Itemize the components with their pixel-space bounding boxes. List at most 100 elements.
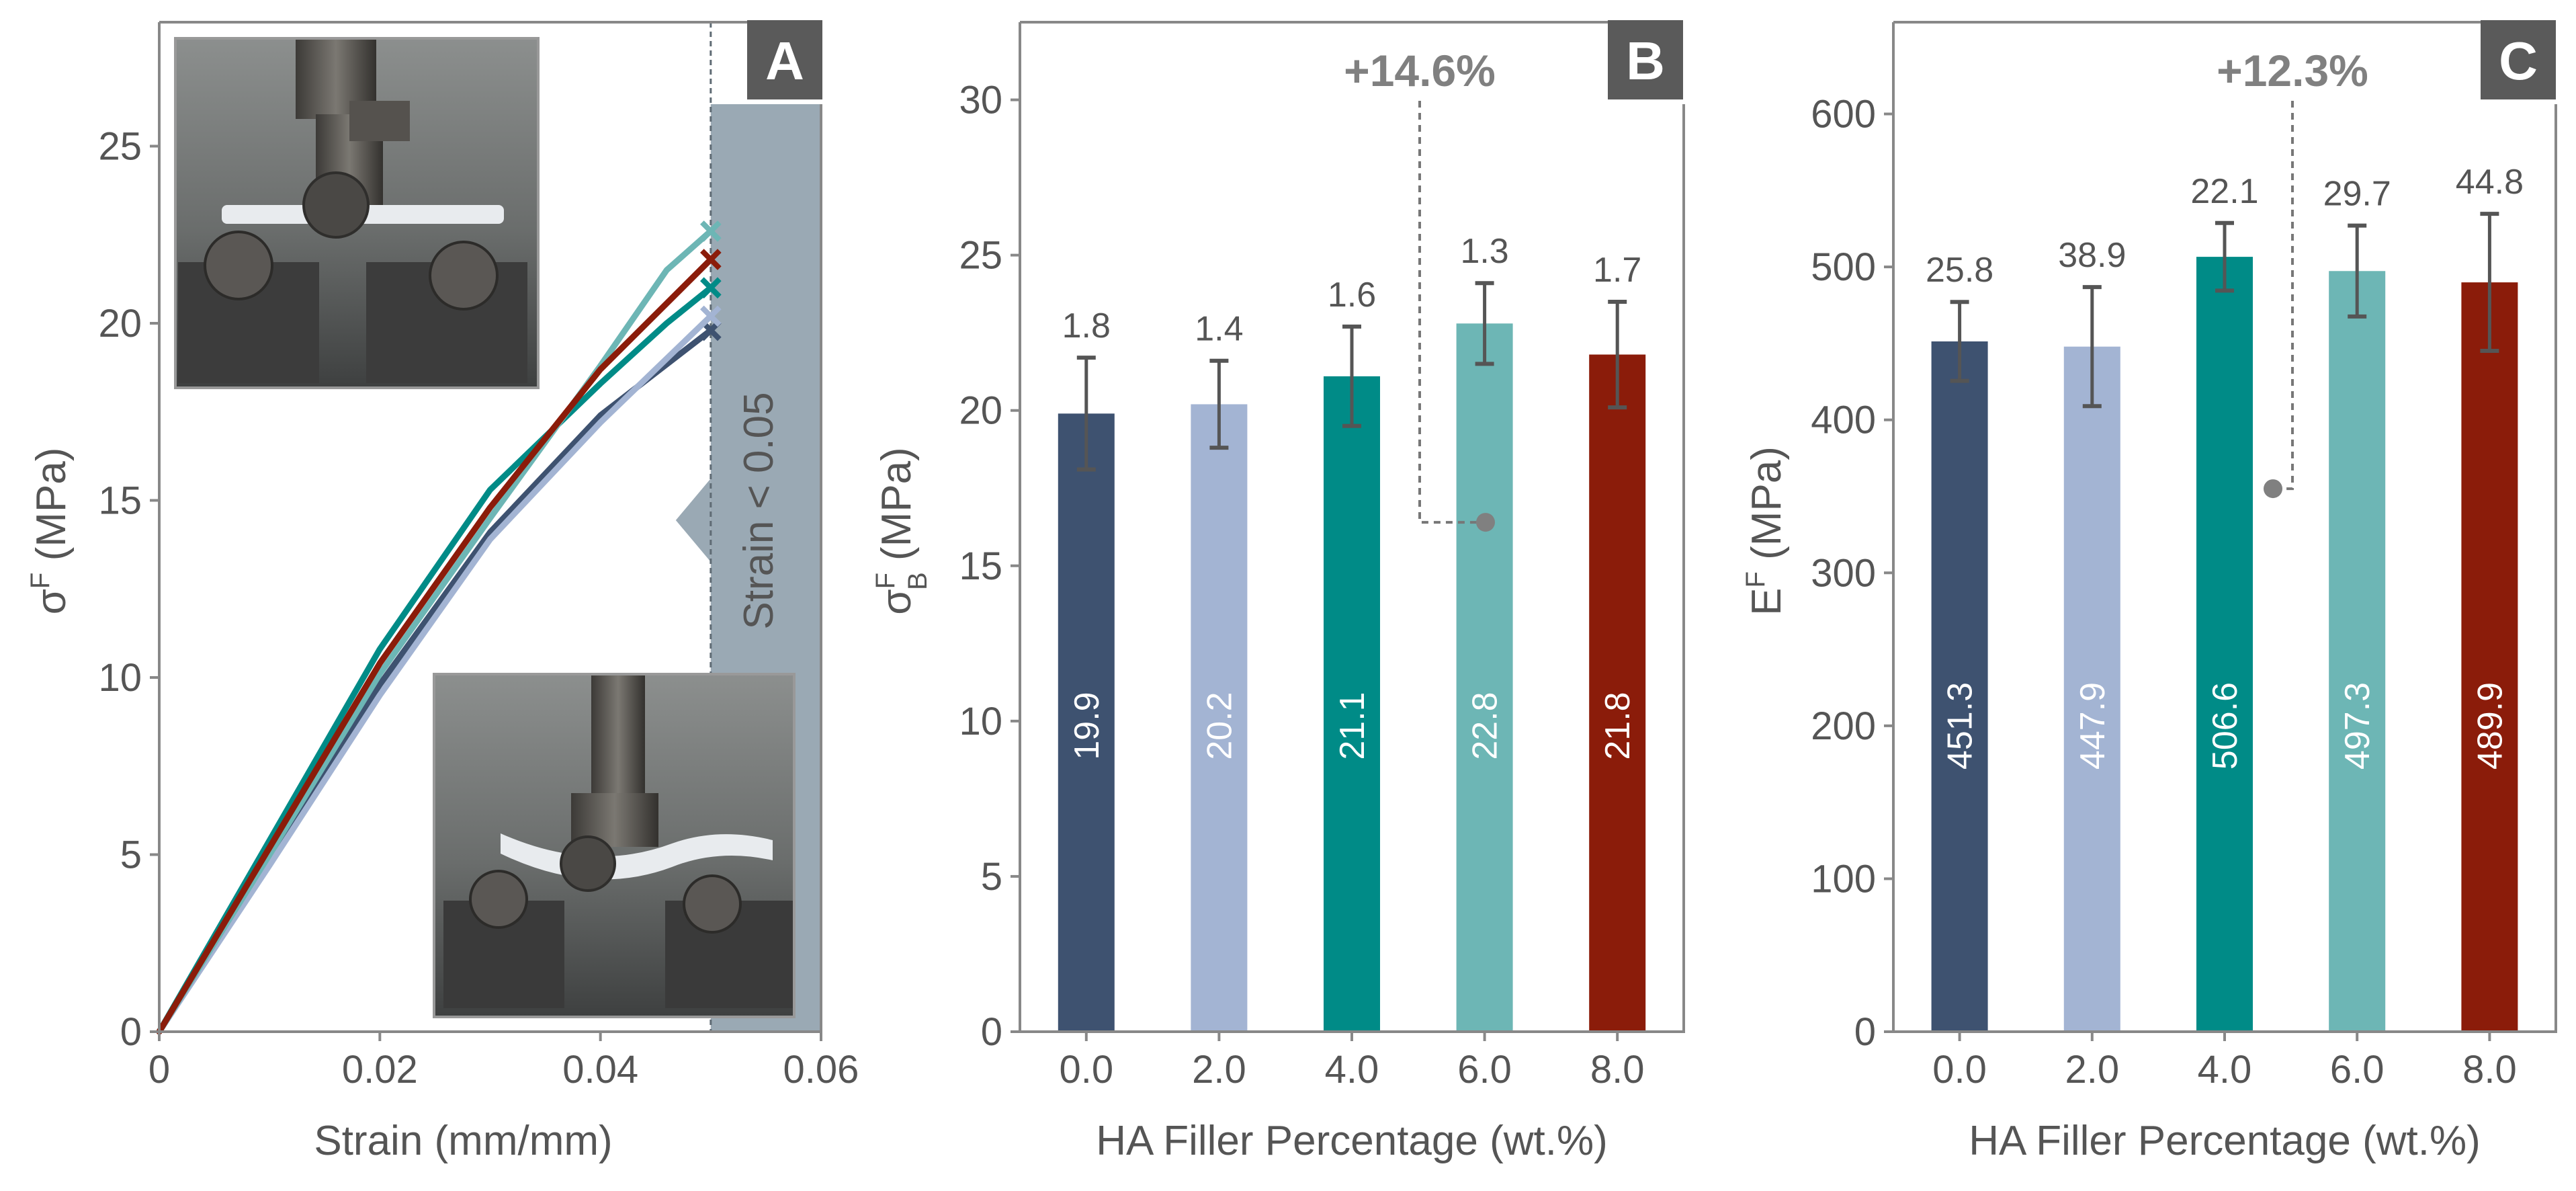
value-label-c: 451.3 (1941, 682, 1980, 770)
x-tick-label-c: 2.0 (2065, 1048, 2119, 1092)
y-tick-label-a: 15 (98, 479, 142, 522)
bar-c-3 (2329, 271, 2386, 1032)
panel-letter-c: C (2499, 31, 2538, 91)
panel-letter-a: A (765, 31, 804, 91)
y-axis-title-c: EF (MPa) (1741, 446, 1790, 616)
axis-frame-a (158, 22, 822, 1033)
series-lines (156, 220, 722, 1035)
panel-letter-bg-a (747, 20, 822, 99)
y-axis-title-text-b: σF B (MPa) (871, 447, 933, 614)
x-tick-label-c: 4.0 (2198, 1048, 2252, 1092)
y-tick-label-a: 0 (120, 1010, 142, 1054)
value-label-c: 489.9 (2471, 682, 2509, 770)
panel-letter-bg-c (2481, 20, 2556, 99)
y-tick-label-a: 10 (98, 656, 142, 700)
y-tick-label-b: 0 (981, 1010, 1002, 1054)
panel-letter-b: B (1626, 31, 1665, 91)
error-label-b: 1.3 (1460, 232, 1508, 271)
y-tick-label-c: 200 (1811, 704, 1876, 748)
bar-b-0 (1058, 413, 1115, 1032)
y-axis-title-units: (MPa) (28, 448, 75, 573)
x-tick-label-b: 8.0 (1590, 1048, 1645, 1092)
error-label-c: 29.7 (2323, 175, 2391, 214)
axes-a: 0 5 10 15 20 25 0 0.02 0.04 0.06 Strain (mm/mm) σF … (26, 21, 859, 1164)
x-tick-label-b: 0.0 (1059, 1048, 1113, 1092)
y-tick-label-b: 5 (981, 855, 1002, 899)
x-axis-title-a: Strain (mm/mm) (314, 1118, 612, 1164)
error-label-b: 1.4 (1195, 310, 1243, 349)
axes-b: 0 5 10 15 20 25 30 0.0 2.0 4.0 6.0 8.0 HA Filler Per… (871, 21, 1685, 1164)
y-tick-label-b: 15 (959, 544, 1002, 588)
panel-letter-bg-b (1608, 20, 1683, 99)
x-tick-label-a: 0.06 (783, 1048, 859, 1092)
bars-c: 25.8 451.3 38.9 447.9 22.1 506.6 29.7 497.3 44.8… (1926, 163, 2524, 1032)
x-tick-label-a: 0 (148, 1048, 170, 1092)
y-tick-label-a: 20 (98, 302, 142, 345)
panel-a-line-chart: Strain < 0.05 0 5 (26, 20, 859, 1164)
y-tick-label-b: 30 (959, 79, 1002, 122)
value-label-b: 21.1 (1333, 692, 1372, 759)
axes-c: 0 100 200 300 400 500 600 0.0 2.0 4.0 6.0 8.0 HA Fil… (1741, 21, 2557, 1164)
y-axis-title-units: (MPa) (873, 447, 920, 572)
x-tick-label-a: 0.02 (342, 1048, 418, 1092)
bar-b-2 (1324, 376, 1380, 1032)
value-label-c: 506.6 (2206, 682, 2245, 770)
error-label-b: 1.8 (1062, 306, 1111, 345)
y-axis-title-text-a: σF (MPa) (26, 448, 75, 615)
x-axis-title-c: HA Filler Percentage (wt.%) (1969, 1118, 2480, 1164)
error-label-c: 38.9 (2058, 236, 2126, 275)
y-tick-label-b: 20 (959, 389, 1002, 433)
annotation-leader-b (1418, 101, 1486, 524)
y-tick-label-c: 0 (1854, 1010, 1876, 1054)
series-line-1 (156, 313, 714, 1035)
value-label-b: 22.8 (1466, 692, 1505, 759)
y-axis-title-superscript: F (871, 573, 900, 589)
error-label-c: 25.8 (1926, 251, 1993, 290)
y-tick-label-c: 500 (1811, 245, 1876, 289)
series-end-marker-1 (700, 305, 722, 327)
y-axis-title-units: (MPa) (1744, 446, 1790, 571)
x-tick-label-b: 6.0 (1457, 1048, 1512, 1092)
y-axis-title-superscript: F (1741, 571, 1770, 587)
error-label-b: 1.7 (1593, 251, 1641, 290)
y-axis-title-symbol: E (1744, 588, 1790, 616)
y-tick-label-c: 600 (1811, 93, 1876, 136)
x-axis-title-b: HA Filler Percentage (wt.%) (1096, 1118, 1607, 1164)
y-tick-label-a: 5 (120, 833, 142, 876)
bars-b: 1.8 19.9 1.4 20.2 1.6 21.1 1.3 22.8 1.7 21.8 (1058, 232, 1646, 1032)
bar-b-4 (1589, 354, 1646, 1032)
series-line-4 (156, 256, 714, 1035)
y-tick-label-c: 100 (1811, 857, 1876, 901)
y-tick-label-c: 400 (1811, 399, 1876, 442)
shaded-region-pointer (675, 479, 711, 562)
annotation-c: +12.3% (2217, 46, 2368, 95)
x-tick-label-a: 0.04 (562, 1048, 638, 1092)
specimen-photo-after (433, 673, 796, 1018)
y-axis-title-symbol: σ (873, 589, 920, 614)
bar-c-0 (1931, 341, 1988, 1032)
value-label-c: 497.3 (2338, 682, 2377, 770)
value-label-b: 21.8 (1598, 692, 1637, 759)
error-label-b: 1.6 (1328, 276, 1376, 315)
error-label-c: 44.8 (2456, 163, 2524, 202)
error-label-c: 22.1 (2190, 172, 2258, 211)
value-label-c: 447.9 (2073, 682, 2112, 770)
bar-c-1 (2063, 346, 2120, 1032)
annotation-marker-b (1476, 513, 1495, 532)
y-axis-title-text-c: EF (MPa) (1741, 446, 1790, 616)
x-tick-label-b: 4.0 (1325, 1048, 1379, 1092)
bar-b-3 (1456, 323, 1513, 1032)
panel-c-bar-chart: 25.8 451.3 38.9 447.9 22.1 506.6 29.7 497.3 44.8… (1741, 20, 2557, 1164)
y-axis-title-superscript: F (26, 573, 55, 589)
y-axis-title-b: σF B (MPa) (871, 447, 933, 614)
annotation-b: +14.6% (1344, 46, 1496, 95)
bar-c-4 (2461, 282, 2518, 1032)
annotation-marker-c (2264, 479, 2282, 499)
series-end-marker-2 (700, 277, 722, 299)
y-axis-title-a: σF (MPa) (26, 448, 75, 615)
series-end-marker-3 (700, 220, 722, 242)
bar-c-2 (2196, 257, 2253, 1032)
y-axis-title-symbol: σ (28, 589, 75, 614)
bar-b-1 (1191, 404, 1248, 1032)
